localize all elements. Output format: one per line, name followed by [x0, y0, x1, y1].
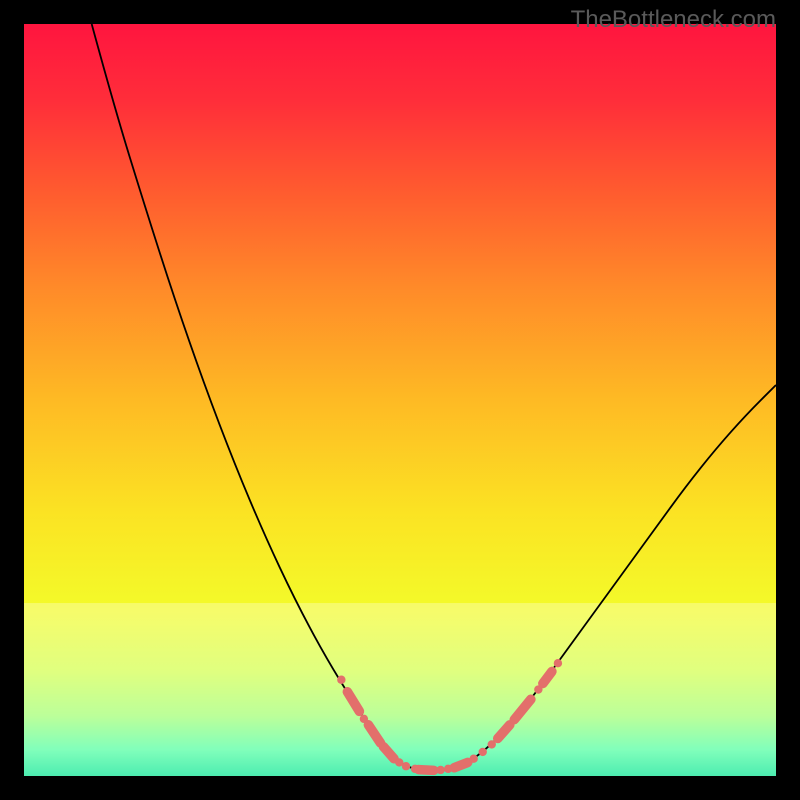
curve-marker-capsule [454, 762, 468, 767]
plot-area [24, 24, 776, 776]
curve-marker-capsule [419, 770, 434, 771]
watermark-text: TheBottleneck.com [571, 6, 776, 34]
plot-svg [24, 24, 776, 776]
curve-marker-dot [436, 766, 444, 774]
curve-marker-dot [554, 659, 562, 667]
curve-marker-dot [469, 755, 477, 763]
haze-band [24, 603, 776, 776]
curve-marker-dot [402, 762, 410, 770]
curve-marker-dot [479, 748, 487, 756]
curve-marker-dot [337, 676, 345, 684]
